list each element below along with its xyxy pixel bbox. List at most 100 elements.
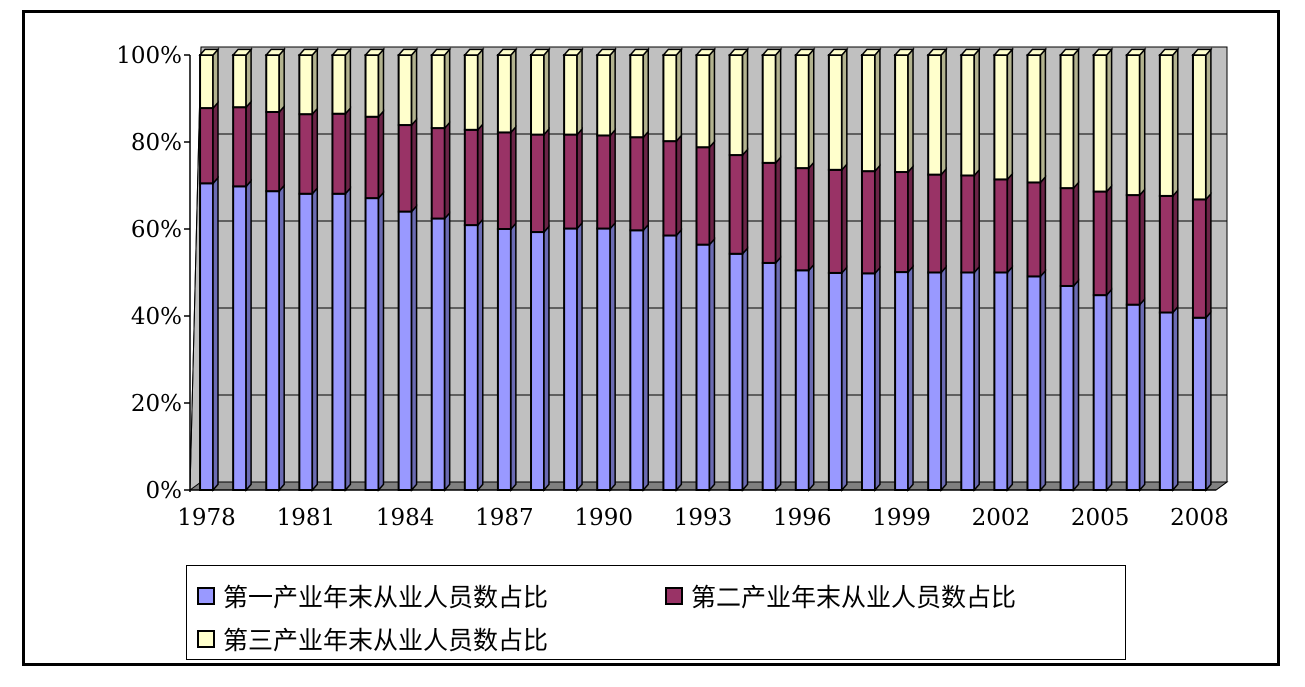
- bar-1986-series-2: [463, 128, 479, 227]
- bar-1989-series-1-side: [576, 220, 583, 492]
- bar-1985-top: [430, 48, 452, 56]
- x-tick-label: 1996: [773, 505, 832, 531]
- bar-1991-series-3-side: [642, 47, 650, 140]
- bar-1999-series-2-side: [907, 164, 914, 275]
- bar-2006-series-3-side: [1139, 47, 1146, 198]
- bar-1989-series-3-side: [576, 47, 583, 137]
- y-tick-label: 40%: [131, 304, 182, 330]
- x-tick-label: 1984: [376, 505, 435, 531]
- bar-1994-series-1: [728, 252, 744, 491]
- bar-1981-series-3-side: [311, 47, 319, 117]
- x-axis: 1978 1981 1984 1987 1990 1993 1996 1999 2002 2005…: [177, 489, 1229, 531]
- bar-1995-series-1-side: [774, 255, 782, 492]
- bar-1981-top: [297, 48, 319, 56]
- bar-2002-series-3-side: [1006, 47, 1014, 182]
- bar-1978-series-1-side: [212, 175, 219, 492]
- bar-1987-series-1: [496, 228, 512, 491]
- bar-1996-series-2-side: [808, 160, 815, 273]
- bar-1984-series-3-side: [410, 47, 418, 128]
- bar-1989-series-2: [563, 133, 579, 230]
- bar-2003-series-2-side: [1039, 174, 1047, 279]
- bar-2004-top: [1058, 48, 1081, 56]
- bar-1993-series-2-side: [708, 139, 716, 247]
- bar-1989-top: [562, 48, 584, 56]
- bar-1984-series-2: [397, 124, 413, 213]
- y-axis: 0% 20% 40% 60% 80% 100%: [116, 43, 191, 504]
- bar-1993-series-1: [695, 243, 711, 491]
- bar-1982-series-1: [331, 192, 347, 491]
- bar-1994-series-2-side: [741, 147, 749, 256]
- legend-label-tertiary: 第三产业年末从业人员数占比: [223, 626, 549, 655]
- bar-1980-series-2-side: [278, 104, 285, 194]
- bar-1994-series-1-side: [741, 246, 749, 492]
- bar-1990-series-3-side: [609, 47, 616, 138]
- bar-1999-series-1: [894, 271, 910, 491]
- bar-1995-series-3: [761, 54, 777, 164]
- bar-2002-series-2-side: [1006, 171, 1014, 275]
- bar-2003-series-1-side: [1039, 268, 1047, 492]
- bar-1996-series-1: [794, 269, 810, 492]
- bar-1981-series-2-side: [311, 106, 319, 196]
- bar-2004-series-2-side: [1072, 180, 1080, 288]
- bar-1998-series-3-side: [874, 47, 881, 174]
- bar-2001-top: [959, 48, 981, 56]
- bar-1998-series-2-side: [874, 163, 881, 276]
- bar-1992-series-2: [662, 140, 678, 237]
- bar-2000-series-3-side: [940, 47, 947, 177]
- bar-1982-series-2-side: [344, 106, 352, 196]
- bar-1999-series-2: [894, 171, 910, 274]
- bar-1994-series-3-side: [741, 47, 749, 158]
- bar-2007-series-1-side: [1172, 304, 1179, 492]
- bar-1982-series-2: [331, 112, 347, 195]
- bar-1992-series-1: [662, 234, 678, 491]
- bar-2007-series-3-side: [1172, 47, 1179, 198]
- bar-2000-series-2-side: [940, 167, 947, 275]
- bar-2005-series-1-side: [1105, 287, 1113, 492]
- legend-label-secondary: 第二产业年末从业人员数占比: [691, 583, 1017, 612]
- bar-1985-series-2: [430, 127, 446, 220]
- bar-2004-series-2: [1059, 187, 1075, 287]
- bar-2003-series-3: [1026, 54, 1042, 184]
- bar-1978-top: [198, 48, 220, 56]
- bar-1989-series-1: [563, 227, 579, 491]
- bar-1993-series-1-side: [708, 237, 716, 492]
- bar-1986-series-1: [463, 224, 479, 492]
- bar-1982-series-3: [331, 54, 347, 115]
- bar-1995-series-3-side: [774, 47, 782, 165]
- bar-1979-series-2-side: [245, 99, 252, 189]
- bar-1990-series-2: [596, 134, 612, 230]
- bar-1983-series-1: [364, 197, 380, 492]
- bar-1979-series-3: [232, 54, 248, 109]
- bar-1980-series-1-side: [278, 183, 285, 492]
- bar-1982-top: [330, 48, 353, 56]
- bar-2005-series-1: [1092, 294, 1108, 491]
- bar-1985-series-3-side: [443, 47, 451, 131]
- bar-2003-series-3-side: [1039, 47, 1047, 185]
- bar-1999-series-1-side: [907, 264, 914, 492]
- bar-1981-series-1-side: [311, 186, 319, 492]
- bar-2006-series-2-side: [1139, 187, 1146, 307]
- bar-1990-series-1: [596, 227, 612, 491]
- bar-1990-series-2-side: [609, 127, 616, 231]
- bar-2007-series-2-side: [1172, 188, 1179, 315]
- bar-1988-top: [529, 48, 551, 56]
- bar-1987-series-3-side: [510, 47, 517, 135]
- bar-2002-series-2: [993, 178, 1009, 274]
- x-tick-label: 2005: [1071, 505, 1130, 531]
- bar-1990-series-3: [596, 54, 612, 137]
- bar-2001-series-3-side: [973, 47, 980, 178]
- bar-1993-series-2: [695, 146, 711, 246]
- bar-1983-series-3-side: [377, 47, 385, 119]
- bar-2000-series-2: [927, 173, 943, 274]
- bar-1986-series-1-side: [477, 217, 484, 492]
- bar-1991-series-3: [629, 54, 645, 139]
- bar-1988-series-1-side: [543, 224, 550, 492]
- x-tick-label: 1981: [277, 505, 336, 531]
- bar-2004-series-1-side: [1072, 278, 1080, 492]
- bar-1989-series-3: [563, 54, 579, 136]
- bar-1987-series-1-side: [510, 221, 517, 492]
- bar-1979-series-1: [232, 185, 248, 491]
- bar-1983-top: [363, 48, 386, 56]
- bar-1978-series-3-side: [212, 47, 219, 111]
